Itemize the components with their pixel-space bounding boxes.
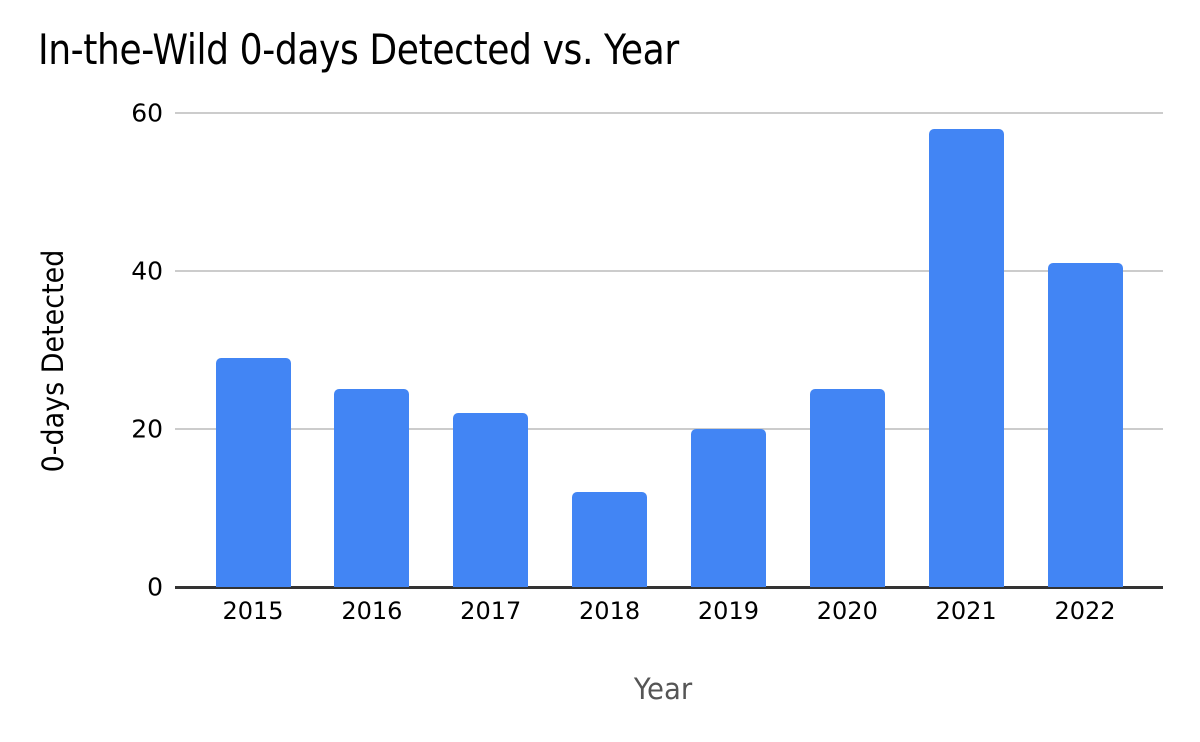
x-tick-label-2022: 2022 (1054, 597, 1116, 625)
y-tick-label-60: 60 (131, 98, 163, 128)
y-tick-label-40: 40 (131, 256, 163, 286)
x-tick-label-2019: 2019 (697, 597, 759, 625)
x-axis-title: Year (633, 672, 693, 706)
bar-2018 (572, 492, 647, 587)
y-tick-label-20: 20 (131, 414, 163, 444)
bar-2021 (929, 129, 1004, 587)
chart-title: In-the-Wild 0-days Detected vs. Year (38, 25, 679, 74)
bar-2017 (453, 413, 528, 587)
bar-2015 (216, 358, 291, 587)
gridline-40 (175, 270, 1163, 272)
x-tick-label-2021: 2021 (935, 597, 997, 625)
gridline-60 (175, 112, 1163, 114)
x-axis-line (175, 585, 1163, 589)
bar-2022 (1048, 263, 1123, 587)
y-axis-title: 0-days Detected (36, 249, 70, 473)
x-tick-label-2015: 2015 (222, 597, 284, 625)
bar-2019 (691, 429, 766, 587)
x-tick-label-2017: 2017 (460, 597, 522, 625)
gridline-20 (175, 428, 1163, 430)
x-tick-label-2016: 2016 (341, 597, 403, 625)
x-tick-label-2018: 2018 (579, 597, 641, 625)
x-tick-label-2020: 2020 (816, 597, 878, 625)
bar-2016 (334, 389, 409, 587)
y-tick-label-0: 0 (147, 572, 163, 602)
bar-2020 (810, 389, 885, 587)
